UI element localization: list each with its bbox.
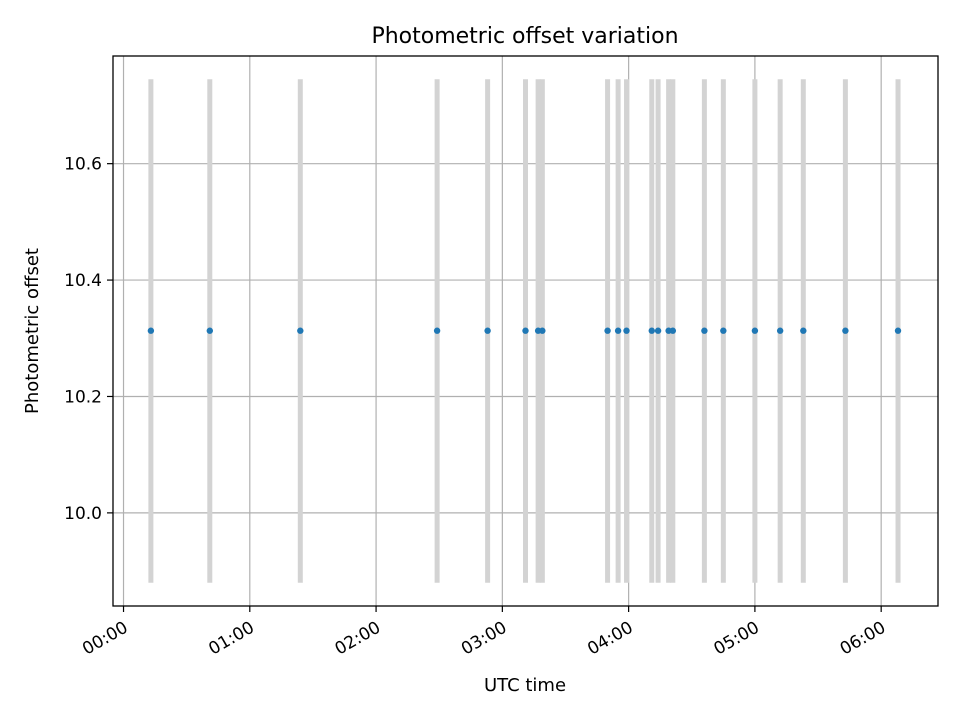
data-point bbox=[147, 327, 155, 334]
data-point bbox=[648, 327, 655, 334]
plot-frame bbox=[112, 55, 939, 607]
y-tick-label: 10.6 bbox=[64, 155, 102, 175]
data-point bbox=[720, 327, 727, 334]
data-point bbox=[614, 327, 622, 334]
data-point bbox=[297, 327, 304, 334]
y-tick-label: 10.2 bbox=[64, 387, 102, 407]
x-axis-label: UTC time bbox=[484, 675, 566, 696]
data-points bbox=[147, 327, 902, 334]
data-point bbox=[654, 327, 662, 334]
y-axis-label: Photometric offset bbox=[22, 248, 43, 414]
y-tick-label: 10.0 bbox=[64, 504, 102, 524]
x-tick-label: 03:00 bbox=[458, 618, 510, 660]
data-point bbox=[894, 327, 902, 334]
x-tick-label: 06:00 bbox=[837, 618, 889, 660]
data-point bbox=[751, 327, 759, 334]
data-point bbox=[842, 327, 849, 334]
x-tick-label: 00:00 bbox=[79, 618, 131, 660]
chart-title: Photometric offset variation bbox=[371, 24, 678, 49]
data-point bbox=[669, 327, 677, 334]
data-point bbox=[206, 327, 214, 334]
data-point bbox=[604, 327, 611, 334]
data-point bbox=[539, 327, 546, 334]
x-tick-label: 05:00 bbox=[711, 618, 763, 660]
x-tick-label: 04:00 bbox=[584, 618, 636, 660]
data-point bbox=[484, 327, 491, 334]
data-point bbox=[701, 327, 708, 334]
x-tick-label: 02:00 bbox=[332, 618, 384, 660]
data-point bbox=[433, 327, 441, 334]
axis-ticks: 00:00 01:00 02:00 03:00 04:00 05:00 06:00 10.0 1… bbox=[64, 155, 889, 660]
data-point bbox=[623, 327, 630, 334]
data-point bbox=[522, 327, 529, 334]
data-point bbox=[776, 327, 784, 334]
x-tick-label: 01:00 bbox=[205, 618, 257, 660]
y-tick-label: 10.4 bbox=[64, 271, 102, 291]
data-point bbox=[800, 327, 807, 334]
